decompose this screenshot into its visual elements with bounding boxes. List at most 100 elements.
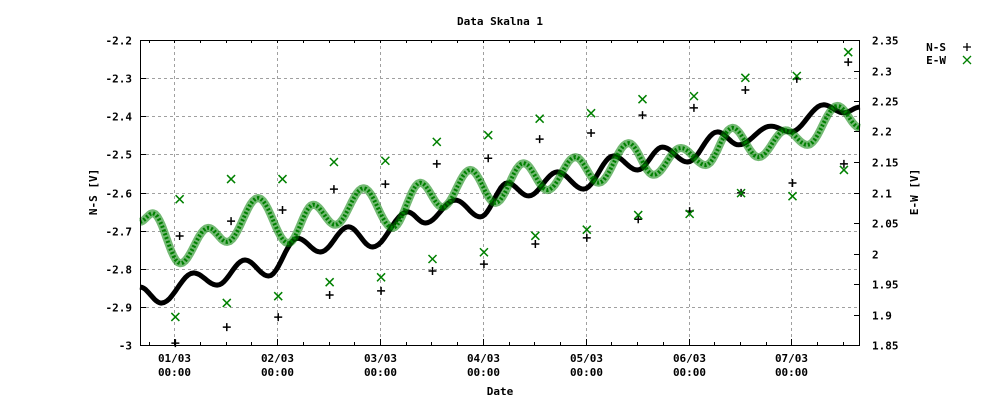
data-point [329, 157, 339, 167]
data-point [432, 159, 441, 168]
data-point [535, 135, 544, 144]
data-point [633, 210, 643, 220]
chart-title: Data Skalna 1 [457, 15, 543, 28]
y-tick-label: -2.4 [106, 111, 133, 124]
x-tick-label-date: 03/03 [364, 352, 397, 365]
y2-tick-label: 2 [872, 249, 879, 262]
data-point [792, 71, 802, 81]
data-point [170, 312, 180, 322]
data-point [587, 129, 596, 138]
y2-tick-label: 2.25 [872, 96, 899, 109]
data-point [428, 267, 437, 276]
data-point [741, 85, 750, 94]
y-tick-label: -2.3 [106, 73, 133, 86]
y2-axis-label: E-W [V] [908, 169, 921, 215]
data-point [689, 91, 699, 101]
y-tick-label: -2.7 [106, 226, 133, 239]
legend-label-ew: E-W [926, 54, 946, 67]
legend: N-S E-W [926, 41, 972, 67]
y-tick-label: -2.8 [106, 264, 133, 277]
data-point [483, 130, 493, 140]
x-tick-label-date: 04/03 [467, 352, 500, 365]
data-point [222, 323, 231, 332]
y-axis-label: N-S [V] [87, 169, 100, 215]
data-point [787, 191, 798, 201]
grid [140, 40, 860, 345]
x-axis-label: Date [487, 385, 514, 398]
x-tick-label-date: 06/03 [673, 352, 706, 365]
data-point [839, 159, 848, 168]
y2-tick-label: 2.3 [872, 66, 892, 79]
data-point [788, 178, 797, 187]
y-tick-label: -3 [119, 340, 132, 353]
data-point [530, 231, 540, 241]
x-tick-label-time: 00:00 [467, 366, 500, 379]
data-point [427, 254, 438, 264]
data-point [278, 206, 287, 215]
data-point [736, 188, 746, 198]
data-point [638, 111, 647, 120]
data-point [227, 217, 236, 226]
data-point [277, 174, 288, 184]
y2-tick-label: 2.2 [872, 126, 892, 139]
data-point [839, 165, 849, 175]
y2-tick-label: 1.9 [872, 310, 892, 323]
legend-label-ns: N-S [926, 41, 946, 54]
legend-marker-ew [962, 55, 972, 65]
x-tick-label-time: 00:00 [261, 366, 294, 379]
data-point [175, 231, 184, 240]
data-point [274, 313, 283, 322]
data-point [582, 233, 591, 242]
x-tick-label-time: 00:00 [158, 366, 191, 379]
data-point [325, 277, 335, 287]
data-point [376, 272, 386, 282]
data-point [685, 209, 695, 219]
y-tick-label: -2.2 [106, 35, 133, 48]
y2-tick-label: 2.35 [872, 35, 899, 48]
data-point [484, 154, 493, 163]
data-point [689, 103, 698, 112]
y2-tick-label: 1.95 [872, 279, 899, 292]
y2-tick-label: 2.05 [872, 218, 899, 231]
data-point [740, 73, 750, 83]
x-tick-label-time: 00:00 [673, 366, 706, 379]
data-point [634, 215, 643, 224]
data-point [377, 286, 386, 295]
data-point [586, 108, 596, 118]
data-point [844, 58, 853, 67]
x-tick-label-date: 07/03 [775, 352, 808, 365]
legend-marker-ns [963, 43, 971, 51]
data-point [432, 137, 442, 147]
y2-tick-label: 2.15 [872, 157, 899, 170]
data-point [479, 260, 488, 269]
data-point [325, 291, 334, 300]
series-layer [137, 47, 863, 348]
axes: -3 -2.9 -2.8 -2.7 -2.6 -2.5 -2.4 -2.3 -2.2 1.85 1.… [106, 35, 899, 380]
data-point [637, 94, 648, 104]
x-tick-label-time: 00:00 [775, 366, 808, 379]
series-curve [137, 101, 863, 268]
data-point [531, 239, 540, 248]
x-tick-label-date: 02/03 [261, 352, 294, 365]
x-tick-label-time: 00:00 [570, 366, 603, 379]
data-point [222, 298, 232, 308]
data-point [582, 225, 592, 235]
y-tick-label: -2.9 [106, 302, 133, 315]
data-point [381, 180, 390, 189]
data-point [479, 247, 489, 257]
data-point [175, 194, 185, 204]
y2-tick-label: 2.1 [872, 188, 892, 201]
data-point [843, 47, 853, 57]
data-point [226, 174, 236, 184]
x-tick-label-date: 01/03 [158, 352, 191, 365]
y-tick-label: -2.6 [106, 188, 133, 201]
data-point [273, 291, 283, 301]
y2-tick-label: 1.85 [872, 340, 899, 353]
y-tick-label: -2.5 [106, 149, 133, 162]
data-point [329, 185, 338, 194]
data-point [380, 156, 390, 166]
series-curve-texture [139, 103, 861, 266]
data-point [535, 114, 545, 124]
x-tick-label-date: 05/03 [570, 352, 603, 365]
